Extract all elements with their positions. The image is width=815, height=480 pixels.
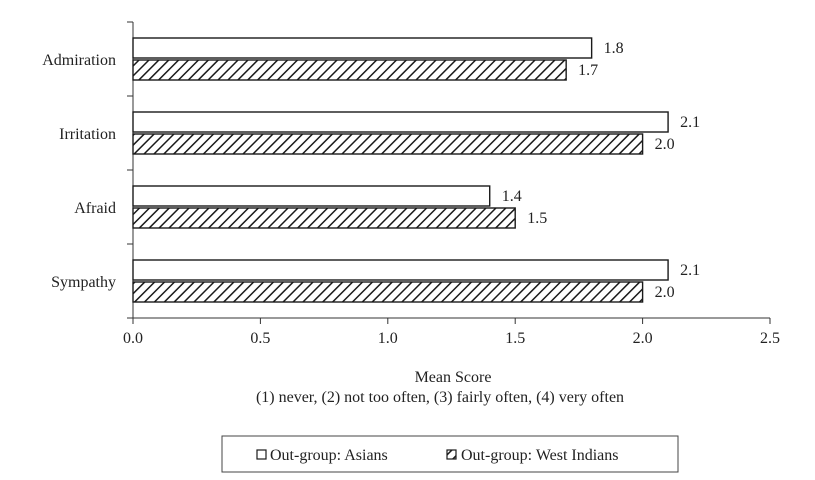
bar-admiration-series-1 xyxy=(132,37,593,59)
bar-irritation-series-1 xyxy=(132,111,669,133)
data-label-sympathy-series-2: 2.0 xyxy=(655,284,675,301)
category-label-sympathy: Sympathy xyxy=(51,274,116,291)
category-label-admiration: Admiration xyxy=(42,52,116,69)
data-label-sympathy-series-1: 2.1 xyxy=(680,262,700,279)
bar-admiration-series-2 xyxy=(132,59,567,81)
bar-sympathy-series-2 xyxy=(132,281,644,303)
legend-label-west-indians: Out-group: West Indians xyxy=(461,447,619,464)
legend-label-asians: Out-group: Asians xyxy=(270,447,388,464)
x-axis-note: (1) never, (2) not too often, (3) fairly… xyxy=(256,389,624,406)
legend-swatch-asians xyxy=(256,449,267,460)
data-label-admiration-series-2: 1.7 xyxy=(578,62,598,79)
data-label-irritation-series-1: 2.1 xyxy=(680,114,700,131)
x-tick-label: 1.5 xyxy=(505,330,525,347)
plot-area: 0.0 0.5 1.0 1.5 2.0 2.5 Admiration 1.8 1.7 Irrita… xyxy=(42,21,780,347)
x-axis-title: Mean Score xyxy=(415,369,492,386)
data-label-afraid-series-1: 1.4 xyxy=(502,188,522,205)
category-label-afraid: Afraid xyxy=(74,200,116,217)
data-label-admiration-series-1: 1.8 xyxy=(604,40,624,57)
x-tick-label: 2.0 xyxy=(633,330,653,347)
legend: Out-group: Asians Out-group: West Indian… xyxy=(221,435,679,473)
legend-swatch-west-indians xyxy=(446,449,457,460)
data-label-afraid-series-2: 1.5 xyxy=(527,210,547,227)
category-label-irritation: Irritation xyxy=(59,126,116,143)
bar-afraid-series-2 xyxy=(132,207,516,229)
data-label-irritation-series-2: 2.0 xyxy=(655,136,675,153)
x-tick-label: 1.0 xyxy=(378,330,398,347)
bar-afraid-series-1 xyxy=(132,185,491,207)
bar-sympathy-series-1 xyxy=(132,259,669,281)
x-tick-label: 0.0 xyxy=(123,330,143,347)
bar-irritation-series-2 xyxy=(132,133,644,155)
x-tick-label: 2.5 xyxy=(760,330,780,347)
x-tick-label: 0.5 xyxy=(250,330,270,347)
